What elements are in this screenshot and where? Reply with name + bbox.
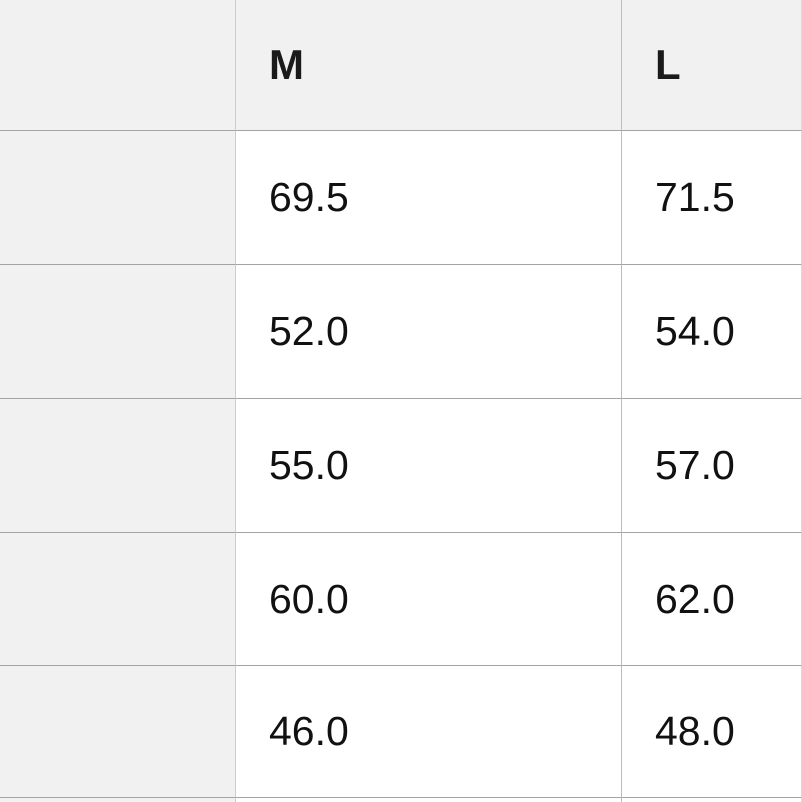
cell-row5-l: 48.0: [622, 666, 802, 798]
cell-row1-m: 69.5: [236, 131, 622, 265]
cell-row2-l: 54.0: [622, 265, 802, 399]
cell-row3-l: 57.0: [622, 399, 802, 533]
row-label-cell: [0, 533, 236, 666]
cell-row1-l: 71.5: [622, 131, 802, 265]
partial-row-m-cell: [236, 798, 622, 802]
row-label-cell: [0, 265, 236, 399]
row-label-cell: [0, 131, 236, 265]
row-label-cell: [0, 399, 236, 533]
cell-row3-m: 55.0: [236, 399, 622, 533]
header-cell-label: [0, 0, 236, 131]
partial-row-label-cell: [0, 798, 236, 802]
row-label-cell: [0, 666, 236, 798]
header-cell-l: L: [622, 0, 802, 131]
partial-row-l-cell: [622, 798, 802, 802]
cell-row2-m: 52.0: [236, 265, 622, 399]
cell-row5-m: 46.0: [236, 666, 622, 798]
cell-row4-m: 60.0: [236, 533, 622, 666]
cell-row4-l: 62.0: [622, 533, 802, 666]
header-cell-m: M: [236, 0, 622, 131]
